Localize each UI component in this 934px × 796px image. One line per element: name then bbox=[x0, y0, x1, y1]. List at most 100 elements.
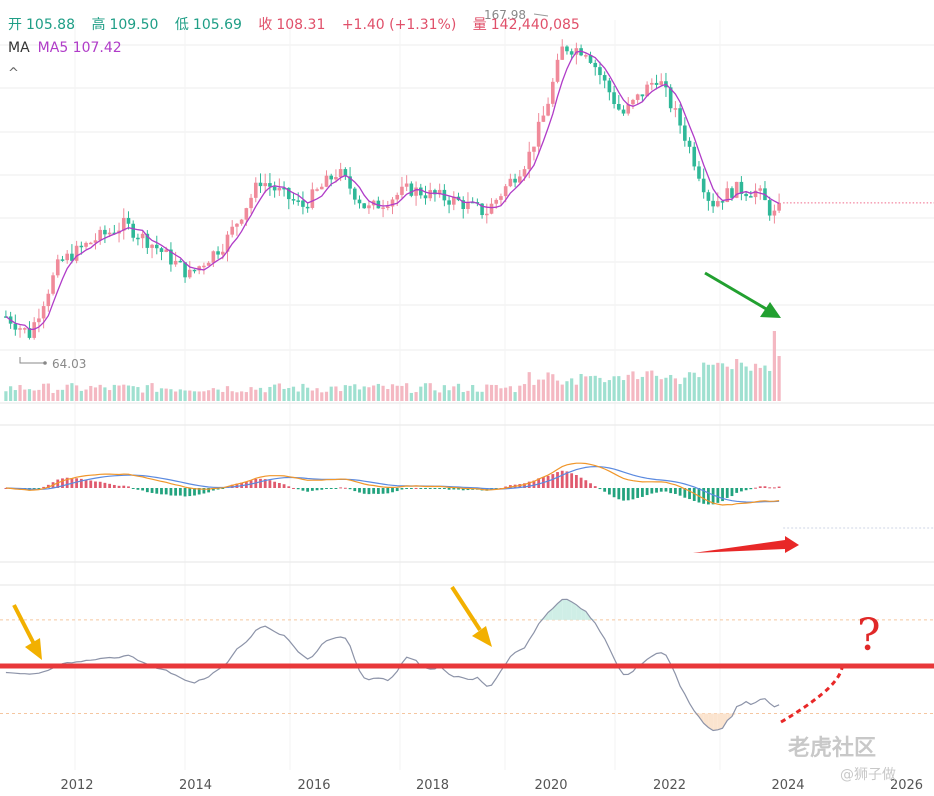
candle-body bbox=[103, 229, 107, 235]
volume-bar bbox=[386, 389, 390, 401]
candle-body bbox=[385, 206, 390, 209]
macd-bar bbox=[207, 488, 211, 493]
candle-body bbox=[239, 219, 244, 224]
volume-bar bbox=[117, 385, 121, 401]
volume-bar bbox=[518, 385, 522, 401]
ohlc-header: 开 105.88 高 109.50 低 105.69 收 108.31 +1.40 (+… bbox=[8, 14, 592, 34]
candle-body bbox=[159, 248, 164, 252]
macd-bar bbox=[433, 488, 437, 489]
candle-body bbox=[329, 175, 334, 180]
high-value: 109.50 bbox=[109, 17, 159, 33]
volume-bar bbox=[108, 390, 112, 401]
volume-bar bbox=[192, 391, 197, 401]
macd-bar bbox=[141, 488, 145, 491]
volume-bar bbox=[466, 390, 470, 401]
macd-bar bbox=[108, 483, 112, 488]
macd-bar bbox=[103, 482, 107, 488]
macd-bar bbox=[178, 488, 182, 496]
macd-bar bbox=[197, 488, 201, 495]
candle-body bbox=[617, 103, 621, 110]
volume-bar bbox=[607, 380, 611, 401]
candle-body bbox=[338, 169, 343, 178]
rsi-oversold-fill bbox=[713, 713, 718, 731]
macd-bar bbox=[706, 488, 710, 505]
candle-body bbox=[730, 188, 734, 198]
volume-bar bbox=[42, 383, 46, 401]
volume-bar bbox=[716, 362, 720, 401]
volume-bar bbox=[664, 377, 668, 401]
candle-body bbox=[470, 201, 475, 204]
volume-bar bbox=[225, 386, 230, 401]
candle-body bbox=[310, 189, 315, 208]
volume-bar bbox=[174, 391, 178, 401]
candle-body bbox=[18, 328, 22, 330]
macd-bar bbox=[391, 488, 394, 493]
volume-bar bbox=[489, 384, 494, 401]
volume-bar bbox=[522, 384, 527, 401]
macd-bar bbox=[598, 488, 602, 490]
macd-bar bbox=[282, 484, 286, 488]
macd-bar bbox=[457, 488, 460, 490]
macd-bar bbox=[56, 479, 60, 488]
macd-bar bbox=[273, 481, 277, 488]
candle-body bbox=[584, 55, 588, 57]
macd-bar bbox=[523, 483, 526, 488]
macd-bar bbox=[122, 485, 126, 488]
macd-bar bbox=[112, 484, 116, 488]
candle-body bbox=[60, 259, 65, 261]
candle-body bbox=[367, 205, 371, 209]
macd-bar bbox=[235, 483, 239, 488]
volume-bar bbox=[419, 386, 423, 401]
collapse-caret-icon[interactable]: ^ bbox=[8, 66, 19, 81]
macd-bar bbox=[763, 486, 767, 488]
candle-body bbox=[654, 82, 659, 85]
candle-body bbox=[631, 99, 635, 105]
volume-bar bbox=[626, 374, 630, 401]
candle-body bbox=[305, 206, 310, 209]
candle-body bbox=[758, 188, 763, 191]
macd-bar bbox=[442, 488, 446, 489]
macd-bar bbox=[160, 488, 163, 495]
macd-bar bbox=[612, 488, 616, 498]
candle-body bbox=[503, 186, 508, 197]
candle-body bbox=[692, 146, 697, 167]
volume-bar bbox=[400, 385, 404, 401]
volume-bar bbox=[494, 384, 498, 401]
candle-body bbox=[154, 244, 159, 249]
volume-bar bbox=[678, 384, 682, 401]
volume-bar bbox=[357, 389, 362, 401]
candle-body bbox=[588, 55, 593, 63]
macd-bar bbox=[362, 488, 366, 494]
macd-bar bbox=[98, 481, 102, 488]
volume-bar bbox=[339, 391, 343, 401]
candle-body bbox=[574, 48, 579, 55]
candle-body bbox=[428, 190, 433, 199]
candle-body bbox=[131, 223, 135, 238]
rsi-oversold-fill bbox=[694, 713, 699, 717]
volume-bar bbox=[749, 370, 753, 401]
rsi-overbought-fill bbox=[566, 599, 572, 620]
candle-body bbox=[150, 244, 154, 248]
candle-body bbox=[235, 223, 239, 227]
candle-body bbox=[461, 200, 466, 209]
max-price-leader bbox=[533, 13, 549, 17]
macd-bar bbox=[339, 487, 343, 489]
x-tick-label: 2016 bbox=[297, 778, 330, 793]
yellow-arrow-right-head bbox=[472, 626, 492, 647]
volume-bar bbox=[456, 383, 461, 401]
volume-bar bbox=[570, 378, 574, 401]
high-label: 高 bbox=[91, 17, 106, 33]
x-tick-label: 2022 bbox=[653, 778, 686, 793]
volume-bar bbox=[480, 391, 484, 401]
candle-body bbox=[220, 251, 225, 255]
macd-bar bbox=[65, 477, 69, 488]
x-tick-label: 2018 bbox=[416, 778, 449, 793]
macd-bar bbox=[310, 488, 314, 491]
volume-bar bbox=[560, 384, 564, 401]
macd-bar bbox=[622, 488, 625, 501]
volume-bar bbox=[551, 374, 555, 401]
candle-body bbox=[635, 94, 640, 100]
volume-bar bbox=[70, 383, 74, 401]
macd-bar bbox=[268, 480, 272, 488]
